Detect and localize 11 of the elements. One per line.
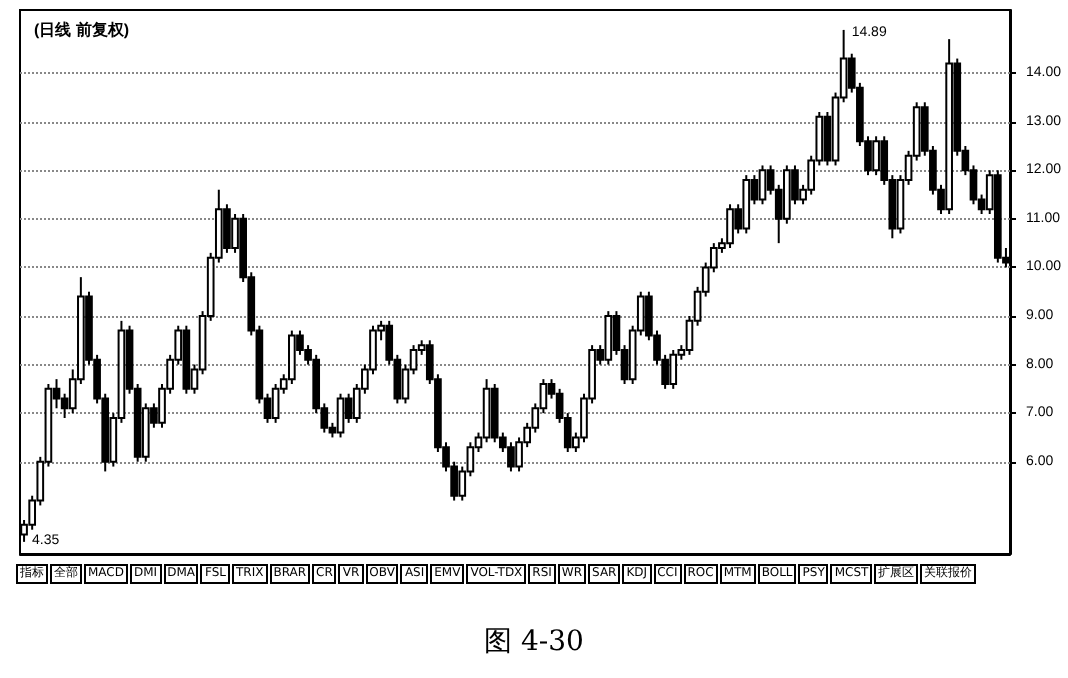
text: (日线 前复权) bbox=[34, 21, 130, 39]
candlestick bbox=[223, 203, 231, 254]
candlestick bbox=[872, 135, 880, 177]
candlestick bbox=[726, 203, 734, 249]
candlestick bbox=[507, 441, 515, 473]
caption: 图 4-30 bbox=[482, 624, 586, 660]
candlestick bbox=[271, 383, 280, 424]
candlestick bbox=[604, 310, 613, 366]
candlestick bbox=[758, 164, 767, 206]
candlestick bbox=[336, 392, 345, 439]
candlestick bbox=[669, 349, 678, 390]
